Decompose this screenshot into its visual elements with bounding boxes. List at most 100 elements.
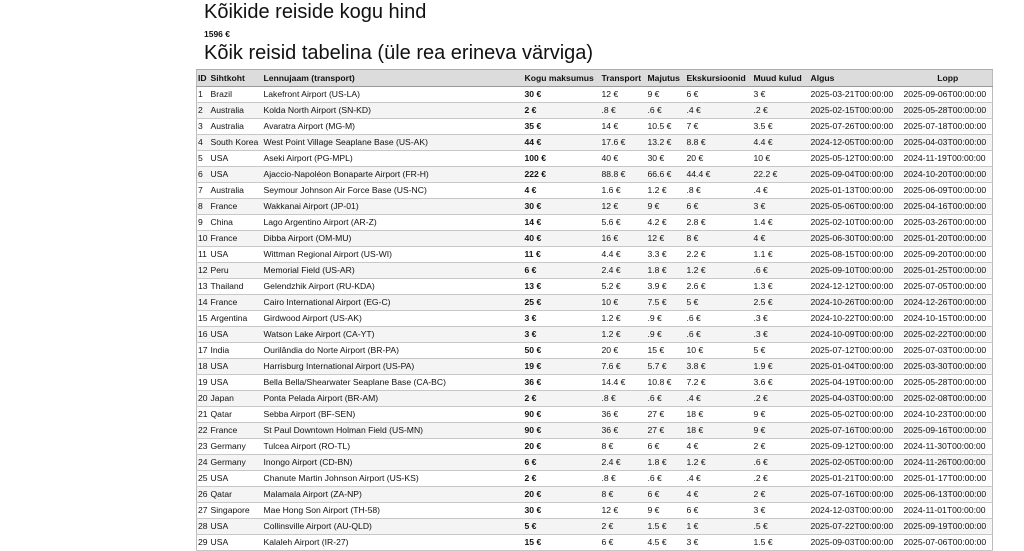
cell-start: 2025-05-06T00:00:00 [809,198,903,215]
cell-total-cost: 19 € [523,358,601,375]
cell-airport: Cairo International Airport (EG-C) [262,294,524,311]
cell-destination: China [209,214,263,231]
cell-destination: USA [209,150,263,167]
cell-excursions: 3 € [685,534,753,551]
cell-id: 20 [196,390,210,407]
cell-total-cost: 30 € [523,86,601,103]
cell-accommodation: 27 € [646,422,686,439]
cell-airport: Mae Hong Son Airport (TH-58) [262,502,524,519]
table-row: 2 Australia Kolda North Airport (SN-KD) 2 €… [196,102,993,119]
table-row: 8 France Wakkanai Airport (JP-01) 30 €12 €9… [196,198,993,215]
cell-end: 2024-11-30T00:00:00 [902,438,993,455]
cell-total-cost: 11 € [523,246,601,263]
cell-destination: France [209,422,263,439]
cell-start: 2024-10-26T00:00:00 [809,294,903,311]
cell-end: 2025-05-28T00:00:00 [902,102,993,119]
table-row: 7 Australia Seymour Johnson Air Force Base… [196,182,993,199]
cell-airport: West Point Village Seaplane Base (US-AK) [262,134,524,151]
cell-transport: 36 € [600,406,647,423]
cell-other-costs: 5 € [752,342,810,359]
cell-other-costs: 4 € [752,230,810,247]
cell-end: 2025-07-06T00:00:00 [902,534,993,551]
cell-accommodation: 10.8 € [646,374,686,391]
cell-excursions: 6 € [685,86,753,103]
cell-start: 2024-12-03T00:00:00 [809,502,903,519]
cell-start: 2025-01-13T00:00:00 [809,182,903,199]
cell-other-costs: 4.4 € [752,134,810,151]
cell-accommodation: 9 € [646,86,686,103]
cell-end: 2024-12-26T00:00:00 [902,294,993,311]
cell-excursions: 6 € [685,198,753,215]
cell-id: 5 [196,150,210,167]
cell-accommodation: 1.8 € [646,454,686,471]
cell-total-cost: 100 € [523,150,601,167]
cell-id: 13 [196,278,210,295]
cell-transport: 40 € [600,150,647,167]
cell-end: 2025-09-16T00:00:00 [902,422,993,439]
cell-destination: Australia [209,102,263,119]
cell-end: 2025-05-28T00:00:00 [902,374,993,391]
cell-end: 2025-01-20T00:00:00 [902,230,993,247]
cell-airport: Memorial Field (US-AR) [262,262,524,279]
table-row: 22 France St Paul Downtown Holman Field (U… [196,422,993,439]
cell-excursions: 4 € [685,438,753,455]
cell-id: 28 [196,518,210,535]
cell-end: 2025-07-18T00:00:00 [902,118,993,135]
cell-transport: 8 € [600,438,647,455]
cell-destination: France [209,230,263,247]
header-accommodation: Majutus [646,69,686,87]
table-row: 1 Brazil Lakefront Airport (US-LA) 30 €12 €… [196,86,993,103]
cell-end: 2025-09-06T00:00:00 [902,86,993,103]
cell-other-costs: 2 € [752,438,810,455]
cell-excursions: 18 € [685,422,753,439]
cell-accommodation: 1.5 € [646,518,686,535]
table-row: 4 South Korea West Point Village Seaplane … [196,134,993,151]
cell-start: 2024-12-12T00:00:00 [809,278,903,295]
cell-destination: France [209,294,263,311]
cell-total-cost: 14 € [523,214,601,231]
cell-other-costs: 1.1 € [752,246,810,263]
cell-transport: 12 € [600,198,647,215]
header-total-cost: Kogu maksumus [523,69,601,87]
table-header-row: ID Sihtkoht Lennujaam (transport) Kogu m… [196,69,993,87]
cell-other-costs: 10 € [752,150,810,167]
cell-id: 9 [196,214,210,231]
cell-airport: Sebba Airport (BF-SEN) [262,406,524,423]
cell-excursions: 8.8 € [685,134,753,151]
cell-transport: 2.4 € [600,454,647,471]
cell-start: 2025-05-02T00:00:00 [809,406,903,423]
cell-total-cost: 222 € [523,166,601,183]
cell-transport: 5.6 € [600,214,647,231]
cell-destination: Germany [209,454,263,471]
cell-other-costs: .6 € [752,262,810,279]
cell-start: 2025-09-12T00:00:00 [809,438,903,455]
cell-id: 11 [196,246,210,263]
cell-destination: Brazil [209,86,263,103]
cell-start: 2024-10-22T00:00:00 [809,310,903,327]
cell-id: 6 [196,166,210,183]
table-row: 3 Australia Avaratra Airport (MG-M) 35 €14 … [196,118,993,135]
cell-end: 2025-02-22T00:00:00 [902,326,993,343]
cell-transport: .8 € [600,390,647,407]
cell-airport: Inongo Airport (CD-BN) [262,454,524,471]
cell-excursions: 20 € [685,150,753,167]
table-row: 19 USA Bella Bella/Shearwater Seaplane Bas… [196,374,993,391]
cell-end: 2025-04-03T00:00:00 [902,134,993,151]
cell-excursions: 18 € [685,406,753,423]
table-row: 5 USA Aseki Airport (PG-MPL) 100 €40 €30 €2… [196,150,993,167]
cell-id: 4 [196,134,210,151]
cell-total-cost: 3 € [523,310,601,327]
cell-total-cost: 20 € [523,438,601,455]
cell-start: 2025-04-19T00:00:00 [809,374,903,391]
cell-destination: Qatar [209,486,263,503]
cell-start: 2025-09-10T00:00:00 [809,262,903,279]
cell-destination: USA [209,534,263,551]
cell-destination: Argentina [209,310,263,327]
cell-accommodation: 12 € [646,230,686,247]
cell-total-cost: 2 € [523,390,601,407]
cell-excursions: 4 € [685,486,753,503]
cell-total-cost: 6 € [523,262,601,279]
cell-id: 24 [196,454,210,471]
cell-transport: 20 € [600,342,647,359]
cell-start: 2024-10-09T00:00:00 [809,326,903,343]
